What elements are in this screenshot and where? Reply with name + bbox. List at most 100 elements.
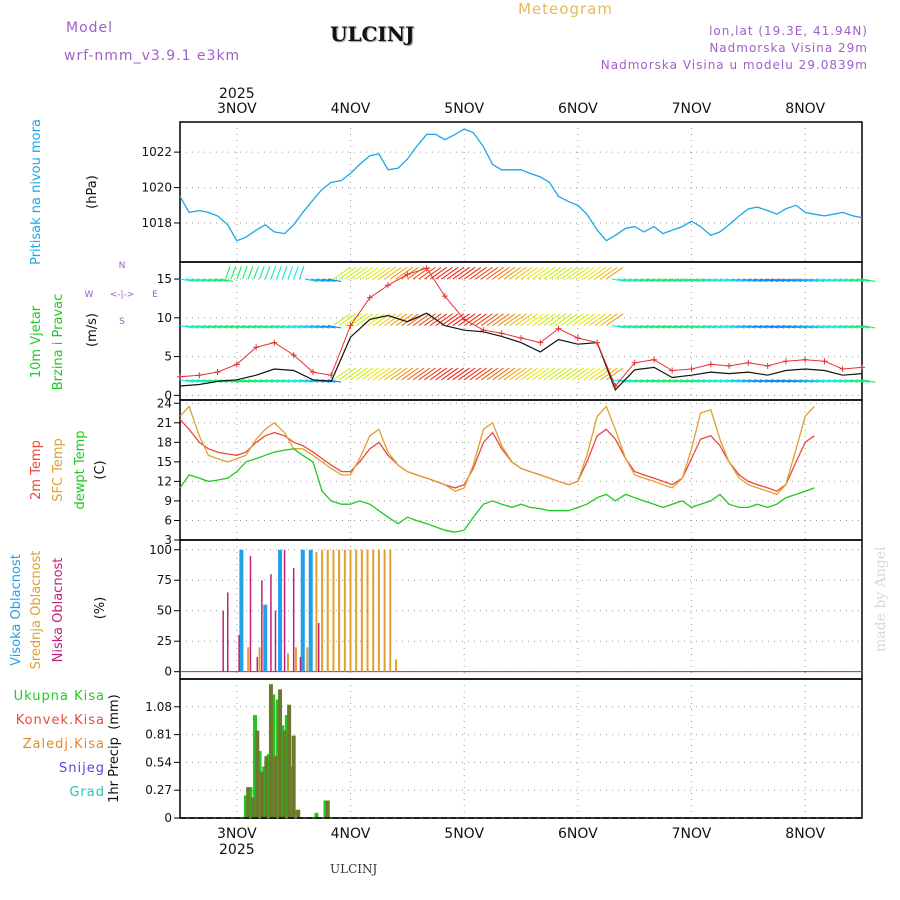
wind-arrow bbox=[412, 367, 431, 381]
wind-arrow bbox=[674, 325, 688, 329]
wind-arrow bbox=[844, 278, 859, 282]
wind-arrow bbox=[583, 367, 601, 381]
wind-arrow bbox=[583, 266, 601, 280]
wind-arrow bbox=[731, 379, 745, 383]
wind-arrow bbox=[861, 278, 876, 282]
wind-arrow bbox=[378, 367, 397, 381]
wind-arrow bbox=[680, 325, 694, 329]
wind-arrow bbox=[463, 313, 482, 327]
wind-arrow bbox=[827, 325, 842, 329]
wind-arrow bbox=[554, 367, 573, 381]
wind-arrow bbox=[623, 278, 637, 282]
wind-arrow bbox=[378, 313, 397, 327]
wind-arrow bbox=[577, 367, 595, 381]
wind-arrow bbox=[196, 278, 211, 282]
wind-arrow bbox=[833, 325, 847, 329]
wind-arrow bbox=[697, 379, 711, 383]
wind-arrow bbox=[287, 325, 302, 329]
precip-bar bbox=[271, 694, 276, 818]
wind-arrow bbox=[355, 313, 374, 327]
wind-arrow bbox=[805, 325, 819, 329]
wind-arrow bbox=[367, 367, 385, 381]
wind-arrow bbox=[651, 379, 666, 383]
wind-arrow bbox=[355, 367, 374, 381]
wind-arrow bbox=[287, 266, 294, 280]
wind-arrow bbox=[577, 266, 595, 280]
wind-arrow bbox=[458, 367, 476, 381]
cloud-bar bbox=[308, 549, 313, 672]
wind-arrow bbox=[822, 278, 836, 282]
wind-arrow bbox=[242, 325, 256, 329]
wind-arrow bbox=[191, 278, 205, 282]
y-tick-label: 1020 bbox=[141, 181, 172, 195]
wind-arrow bbox=[736, 325, 751, 329]
wind-arrow bbox=[384, 313, 402, 327]
wind-arrow bbox=[617, 325, 632, 329]
wind-arrow bbox=[515, 266, 533, 280]
y-tick-label: 15 bbox=[157, 455, 172, 469]
axis-label-cloud-high: Visoka Oblacnost bbox=[9, 554, 24, 666]
wind-arrow bbox=[407, 367, 425, 381]
bottom-station-name: ULCINJ bbox=[330, 862, 378, 876]
wind-arrow bbox=[248, 379, 262, 383]
lonlat-label: lon,lat (19.3E, 41.94N) bbox=[709, 24, 868, 38]
cloud-bar bbox=[306, 647, 309, 672]
wind-arrow bbox=[691, 379, 705, 383]
wind-arrow bbox=[395, 266, 414, 280]
wind-arrow bbox=[270, 379, 285, 383]
wind-arrow bbox=[480, 313, 499, 327]
cloud-bar bbox=[292, 568, 295, 672]
wind-arrow bbox=[520, 266, 539, 280]
wind-arrow bbox=[515, 367, 533, 381]
wind-arrow bbox=[560, 266, 578, 280]
wind-arrow bbox=[714, 278, 728, 282]
wind-arrow bbox=[753, 278, 768, 282]
wind-arrow bbox=[367, 266, 385, 280]
wind-arrow bbox=[401, 367, 419, 381]
wind-arrow bbox=[424, 367, 442, 381]
date-label-bottom: 5NOV bbox=[444, 826, 484, 842]
wind-arrow bbox=[731, 325, 745, 329]
wind-arrow bbox=[333, 266, 351, 280]
wind-arrow bbox=[623, 379, 637, 383]
y-tick-label: 15 bbox=[157, 272, 172, 286]
wind-arrow bbox=[816, 379, 830, 383]
wind-arrow bbox=[224, 266, 231, 280]
wind-arrow bbox=[532, 367, 550, 381]
wind-arrow bbox=[475, 367, 493, 381]
wind-arrow bbox=[310, 325, 325, 329]
wind-arrow bbox=[475, 313, 493, 327]
axis-label-precip: 1hr Precip bbox=[107, 737, 122, 803]
wind-arrow bbox=[179, 379, 194, 383]
wind-arrow bbox=[321, 325, 336, 329]
cloud-bar bbox=[394, 659, 397, 672]
date-label-top: 6NOV bbox=[558, 101, 598, 117]
y-tick-label: 21 bbox=[157, 416, 172, 430]
wind-arrow bbox=[628, 278, 643, 282]
series-line bbox=[179, 405, 815, 496]
wind-arrow bbox=[731, 278, 745, 282]
wind-arrow bbox=[355, 266, 374, 280]
wind-arrow bbox=[316, 278, 330, 282]
precip-legend-item: Zaledj.Kisa bbox=[23, 737, 105, 752]
wind-arrow bbox=[231, 325, 245, 329]
wind-arrow bbox=[668, 325, 683, 329]
wind-arrow bbox=[748, 325, 762, 329]
wind-arrow bbox=[600, 266, 618, 280]
wind-arrow bbox=[537, 313, 556, 327]
y-tick-label: 12 bbox=[157, 474, 172, 488]
y-tick-label: 10 bbox=[157, 311, 172, 325]
wind-arrow bbox=[361, 266, 379, 280]
cloud-bar bbox=[222, 610, 224, 672]
compass-west: W bbox=[85, 290, 94, 300]
precip-bar bbox=[255, 730, 260, 818]
cloud-bar bbox=[372, 549, 375, 672]
wind-arrow bbox=[185, 325, 200, 329]
wind-arrow bbox=[230, 266, 237, 280]
wind-arrow bbox=[685, 325, 700, 329]
wind-arrow bbox=[719, 278, 734, 282]
wind-arrow bbox=[810, 325, 825, 329]
wind-arrow bbox=[191, 325, 205, 329]
y-tick-label: 18 bbox=[157, 435, 172, 449]
cloud-bar bbox=[377, 549, 380, 672]
